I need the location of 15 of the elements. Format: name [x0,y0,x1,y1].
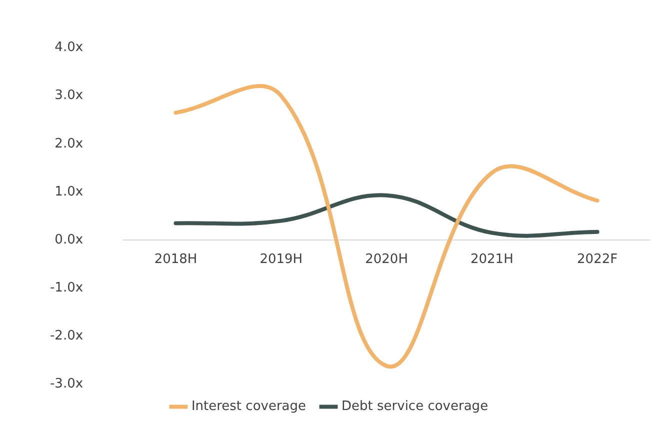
legend-label: Interest coverage [191,399,306,414]
y-tick-label: 1.0x [54,184,84,200]
legend-label: Debt service coverage [342,399,488,414]
y-tick-label: 2.0x [54,136,84,152]
y-tick-label: 4.0x [54,40,84,56]
x-tick-label: 2019H [260,252,303,268]
x-tick-label: 2020H [365,252,408,268]
x-tick-label: 2022F [577,252,618,268]
y-tick-label: -1.0x [50,280,84,296]
x-tick-label: 2021H [470,252,514,268]
x-tick-label: 2018H [154,252,198,268]
y-tick-label: -3.0x [50,376,84,392]
y-tick-label: 3.0x [54,88,84,104]
y-tick-label: -2.0x [50,328,84,344]
y-tick-label: 0.0x [54,232,84,248]
